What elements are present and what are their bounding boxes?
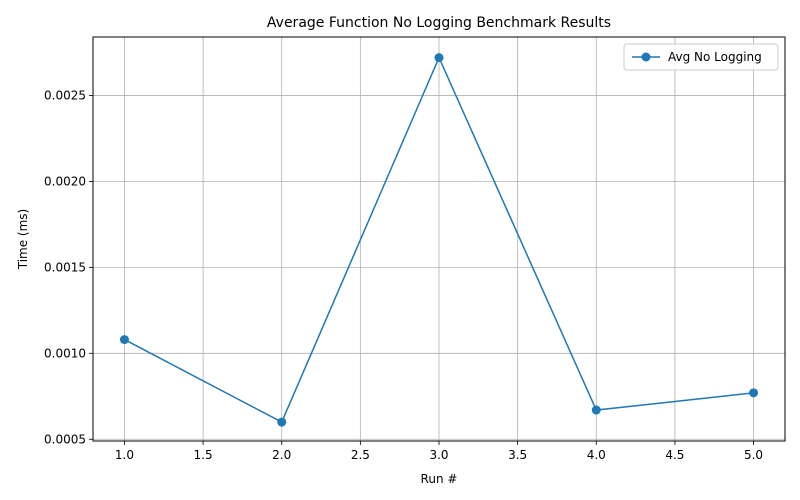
data-point (277, 417, 287, 427)
legend-marker (641, 52, 651, 62)
y-tick-label: 0.0005 (44, 432, 86, 446)
y-tick-label: 0.0020 (44, 174, 86, 188)
legend-box (623, 43, 779, 71)
x-tick-label: 1.0 (115, 448, 134, 462)
legend-label: Avg No Logging (668, 50, 762, 64)
axis-ticks: 1.0 1.5 2.0 2.5 3.0 3.5 4.0 4.5 5.0 0.0005 0.0010 0… (44, 88, 763, 462)
x-tick-label: 3.0 (429, 448, 448, 462)
x-axis-label: Run # (421, 472, 458, 486)
y-tick-label: 0.0025 (44, 88, 86, 102)
data-point (434, 53, 444, 63)
legend: Avg No Logging (623, 43, 779, 71)
x-tick-label: 4.0 (587, 448, 606, 462)
x-tick-label: 2.0 (272, 448, 291, 462)
series-layer (119, 53, 759, 427)
data-point (591, 405, 601, 415)
data-point (119, 335, 129, 345)
grid-lines (93, 37, 785, 441)
x-tick-label: 4.5 (665, 448, 684, 462)
chart-title: Average Function No Logging Benchmark Re… (267, 15, 611, 31)
y-tick-label: 0.0015 (44, 260, 86, 274)
x-tick-label: 5.0 (744, 448, 763, 462)
x-tick-label: 3.5 (508, 448, 527, 462)
data-point (749, 388, 759, 398)
y-axis-label: Time (ms) (16, 209, 30, 271)
x-tick-label: 2.5 (351, 448, 370, 462)
y-tick-label: 0.0010 (44, 346, 86, 360)
x-tick-label: 1.5 (194, 448, 213, 462)
